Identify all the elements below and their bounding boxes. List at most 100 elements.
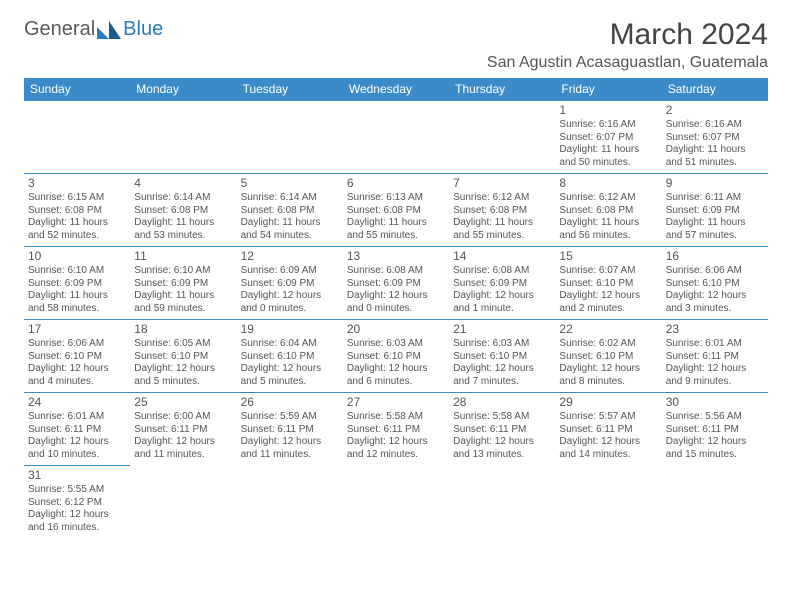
day-number: 24 [28,395,126,410]
day-number: 13 [347,249,445,264]
daylight-line: Daylight: 12 hours and 8 minutes. [559,363,657,388]
day-number: 9 [666,176,764,191]
daylight-line: Daylight: 12 hours and 6 minutes. [347,363,445,388]
sunrise-line: Sunrise: 6:12 AM [453,192,551,205]
calendar-cell: 15Sunrise: 6:07 AMSunset: 6:10 PMDayligh… [555,247,661,320]
sunrise-line: Sunrise: 6:06 AM [28,338,126,351]
location-text: San Agustin Acasaguastlan, Guatemala [487,54,768,72]
daylight-line: Daylight: 11 hours and 54 minutes. [241,217,339,242]
calendar-cell: 19Sunrise: 6:04 AMSunset: 6:10 PMDayligh… [237,320,343,393]
calendar-cell: 30Sunrise: 5:56 AMSunset: 6:11 PMDayligh… [662,393,768,466]
calendar-body: 1Sunrise: 6:16 AMSunset: 6:07 PM Daylight… [24,101,768,539]
sunset-line: Sunset: 6:09 PM [241,278,339,291]
day-number: 19 [241,322,339,337]
header: General Blue March 2024 San Agustin Acas… [24,18,768,72]
sunset-line: Sunset: 6:10 PM [241,351,339,364]
day-number: 21 [453,322,551,337]
calendar-cell: 1Sunrise: 6:16 AMSunset: 6:07 PMDaylight… [555,101,661,174]
sunset-line: Sunset: 6:11 PM [666,424,764,437]
daylight-line: Daylight: 11 hours and 52 minutes. [28,217,126,242]
sunrise-line: Sunrise: 6:08 AM [347,265,445,278]
calendar-cell: 23Sunrise: 6:01 AMSunset: 6:11 PMDayligh… [662,320,768,393]
sunrise-line: Sunrise: 6:00 AM [134,411,232,424]
sunset-line: Sunset: 6:08 PM [559,205,657,218]
calendar-cell: 28Sunrise: 5:58 AMSunset: 6:11 PMDayligh… [449,393,555,466]
calendar-cell [130,466,236,539]
sunset-line: Sunset: 6:10 PM [347,351,445,364]
sunrise-line: Sunrise: 6:16 AM [559,119,657,132]
sunrise-line: Sunrise: 5:55 AM [28,484,126,497]
calendar-cell: 11Sunrise: 6:10 AMSunset: 6:09 PMDayligh… [130,247,236,320]
day-header: Wednesday [343,78,449,101]
sunrise-line: Sunrise: 5:58 AM [347,411,445,424]
day-header: Thursday [449,78,555,101]
sunset-line: Sunset: 6:10 PM [453,351,551,364]
daylight-line: Daylight: 12 hours and 5 minutes. [134,363,232,388]
daylight-line: Daylight: 12 hours and 12 minutes. [347,436,445,461]
day-number: 18 [134,322,232,337]
day-number: 16 [666,249,764,264]
sunrise-line: Sunrise: 5:58 AM [453,411,551,424]
calendar-cell: 6Sunrise: 6:13 AMSunset: 6:08 PMDaylight… [343,174,449,247]
sunset-line: Sunset: 6:11 PM [28,424,126,437]
calendar-cell: 16Sunrise: 6:06 AMSunset: 6:10 PMDayligh… [662,247,768,320]
sunrise-line: Sunrise: 6:05 AM [134,338,232,351]
sunrise-line: Sunrise: 5:57 AM [559,411,657,424]
calendar-cell [449,466,555,539]
daylight-line: Daylight: 11 hours and 55 minutes. [347,217,445,242]
sunrise-line: Sunrise: 6:10 AM [134,265,232,278]
day-number: 15 [559,249,657,264]
day-number: 5 [241,176,339,191]
calendar-cell: 13Sunrise: 6:08 AMSunset: 6:09 PMDayligh… [343,247,449,320]
sunrise-line: Sunrise: 6:12 AM [559,192,657,205]
sunset-line: Sunset: 6:09 PM [666,205,764,218]
calendar-cell: 14Sunrise: 6:08 AMSunset: 6:09 PMDayligh… [449,247,555,320]
day-header: Friday [555,78,661,101]
sunset-line: Sunset: 6:10 PM [559,278,657,291]
calendar-row: 3Sunrise: 6:15 AMSunset: 6:08 PMDaylight… [24,174,768,247]
sunset-line: Sunset: 6:09 PM [134,278,232,291]
calendar-cell [343,101,449,174]
sunrise-line: Sunrise: 6:01 AM [28,411,126,424]
sunrise-line: Sunrise: 6:11 AM [666,192,764,205]
calendar-cell: 8Sunrise: 6:12 AMSunset: 6:08 PMDaylight… [555,174,661,247]
sunset-line: Sunset: 6:11 PM [347,424,445,437]
calendar-cell: 29Sunrise: 5:57 AMSunset: 6:11 PMDayligh… [555,393,661,466]
day-number: 8 [559,176,657,191]
daylight-line: Daylight: 12 hours and 7 minutes. [453,363,551,388]
calendar-cell: 31Sunrise: 5:55 AMSunset: 6:12 PMDayligh… [24,466,130,539]
calendar-cell [449,101,555,174]
day-number: 6 [347,176,445,191]
calendar-cell: 22Sunrise: 6:02 AMSunset: 6:10 PMDayligh… [555,320,661,393]
sunset-line: Sunset: 6:07 PM [559,132,657,145]
daylight-line: Daylight: 12 hours and 11 minutes. [134,436,232,461]
calendar-cell: 18Sunrise: 6:05 AMSunset: 6:10 PMDayligh… [130,320,236,393]
calendar-row: 10Sunrise: 6:10 AMSunset: 6:09 PMDayligh… [24,247,768,320]
day-number: 1 [559,103,657,118]
day-number: 20 [347,322,445,337]
daylight-line: Daylight: 12 hours and 1 minute. [453,290,551,315]
daylight-line: Daylight: 12 hours and 14 minutes. [559,436,657,461]
sunrise-line: Sunrise: 6:15 AM [28,192,126,205]
daylight-line: Daylight: 11 hours and 56 minutes. [559,217,657,242]
sunrise-line: Sunrise: 5:56 AM [666,411,764,424]
logo-text-general: General [24,18,95,41]
sunset-line: Sunset: 6:08 PM [347,205,445,218]
calendar-cell: 7Sunrise: 6:12 AMSunset: 6:08 PMDaylight… [449,174,555,247]
day-header: Saturday [662,78,768,101]
day-number: 28 [453,395,551,410]
calendar-cell: 9Sunrise: 6:11 AMSunset: 6:09 PMDaylight… [662,174,768,247]
sunset-line: Sunset: 6:11 PM [241,424,339,437]
logo-mark-icon [97,21,121,39]
day-number: 11 [134,249,232,264]
logo-text-blue: Blue [123,18,163,41]
day-number: 30 [666,395,764,410]
day-number: 27 [347,395,445,410]
sunrise-line: Sunrise: 5:59 AM [241,411,339,424]
daylight-line: Daylight: 11 hours and 58 minutes. [28,290,126,315]
sunset-line: Sunset: 6:10 PM [28,351,126,364]
calendar-row: 1Sunrise: 6:16 AMSunset: 6:07 PMDaylight… [24,101,768,174]
calendar-cell: 2Sunrise: 6:16 AMSunset: 6:07 PMDaylight… [662,101,768,174]
sunset-line: Sunset: 6:09 PM [28,278,126,291]
calendar-cell [555,466,661,539]
